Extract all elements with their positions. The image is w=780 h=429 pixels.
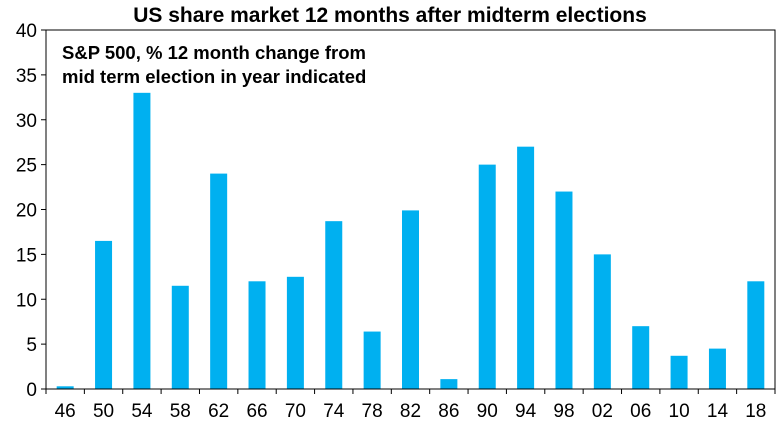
x-tick-label: 62 (208, 401, 229, 422)
bar-46 (56, 386, 74, 389)
x-tick-label: 58 (170, 401, 191, 422)
bar-66 (248, 281, 266, 389)
x-tick-label: 98 (553, 401, 574, 422)
bar-90 (478, 164, 496, 389)
bar-86 (440, 379, 458, 389)
bar-14 (708, 348, 726, 389)
y-tick-label: 20 (16, 201, 37, 222)
bar-98 (555, 191, 573, 389)
x-tick-label: 46 (55, 401, 76, 422)
bar-58 (171, 285, 189, 389)
bar-02 (593, 254, 611, 389)
chart-title: US share market 12 months after midterm … (133, 4, 647, 27)
x-tick-label: 90 (477, 401, 498, 422)
bar-18 (747, 281, 765, 389)
y-tick-label: 0 (26, 380, 37, 401)
subtitle-line-2: mid term election in year indicated (62, 66, 367, 87)
x-tick-label: 86 (438, 401, 459, 422)
x-tick-label: 78 (362, 401, 383, 422)
bar-54 (133, 92, 151, 389)
bar-70 (286, 276, 304, 389)
bar-50 (95, 240, 113, 389)
x-tick-label: 14 (707, 401, 729, 422)
y-tick-label: 30 (16, 111, 37, 132)
x-tick-label: 18 (745, 401, 766, 422)
x-tick-label: 94 (515, 401, 537, 422)
bar-78 (363, 331, 381, 389)
y-tick-label: 10 (16, 290, 37, 311)
x-tick-label: 74 (323, 401, 345, 422)
x-tick-label: 70 (285, 401, 306, 422)
x-tick-label: 82 (400, 401, 421, 422)
y-tick-label: 5 (26, 335, 37, 356)
x-tick-label: 54 (131, 401, 153, 422)
y-tick-label: 35 (16, 66, 37, 87)
chart-subtitle: S&P 500, % 12 month change from mid term… (62, 41, 366, 89)
bar-10 (670, 355, 688, 389)
bar-82 (402, 210, 419, 389)
bar-94 (517, 146, 535, 389)
x-tick-label: 10 (669, 401, 690, 422)
y-tick-label: 25 (16, 156, 37, 177)
x-tick-label: 50 (93, 401, 114, 422)
y-tick-label: 40 (16, 21, 37, 42)
bar-74 (325, 221, 343, 389)
bar-06 (632, 326, 650, 389)
x-tick-label: 66 (246, 401, 267, 422)
bar-62 (210, 173, 228, 389)
x-tick-label: 02 (592, 401, 613, 422)
subtitle-line-1: S&P 500, % 12 month change from (62, 42, 366, 63)
x-tick-label: 06 (630, 401, 651, 422)
y-tick-label: 15 (16, 245, 37, 266)
